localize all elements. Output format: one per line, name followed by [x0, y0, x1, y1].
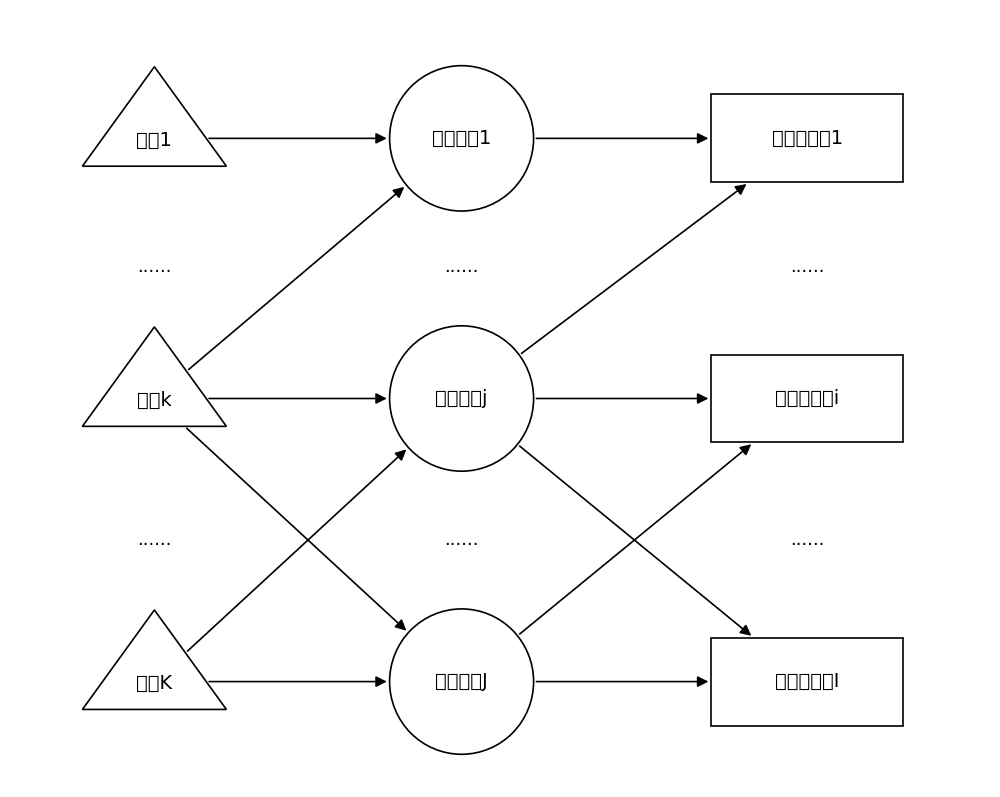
Text: 仓库1: 仓库1: [136, 131, 172, 150]
Polygon shape: [82, 67, 226, 167]
Text: ......: ......: [137, 258, 172, 276]
Text: ......: ......: [444, 258, 479, 276]
Text: 客户需求点1: 客户需求点1: [772, 129, 843, 148]
Ellipse shape: [390, 326, 534, 471]
Text: 客户需求点I: 客户需求点I: [775, 672, 839, 691]
Text: ......: ......: [137, 531, 172, 549]
Polygon shape: [82, 610, 226, 709]
Ellipse shape: [390, 609, 534, 754]
Text: 转运中心1: 转运中心1: [432, 129, 491, 148]
Text: 转运中心j: 转运中心j: [435, 389, 488, 408]
Text: ......: ......: [790, 531, 824, 549]
Text: 客户需求点i: 客户需求点i: [775, 389, 839, 408]
Text: 仓库k: 仓库k: [137, 391, 172, 410]
Bar: [711, 355, 903, 442]
Ellipse shape: [390, 65, 534, 211]
Text: 转运中心J: 转运中心J: [435, 672, 488, 691]
Text: ......: ......: [444, 531, 479, 549]
Text: ......: ......: [790, 258, 824, 276]
Bar: [711, 94, 903, 183]
Text: 仓库K: 仓库K: [136, 674, 172, 693]
Polygon shape: [82, 327, 226, 426]
Bar: [711, 638, 903, 725]
